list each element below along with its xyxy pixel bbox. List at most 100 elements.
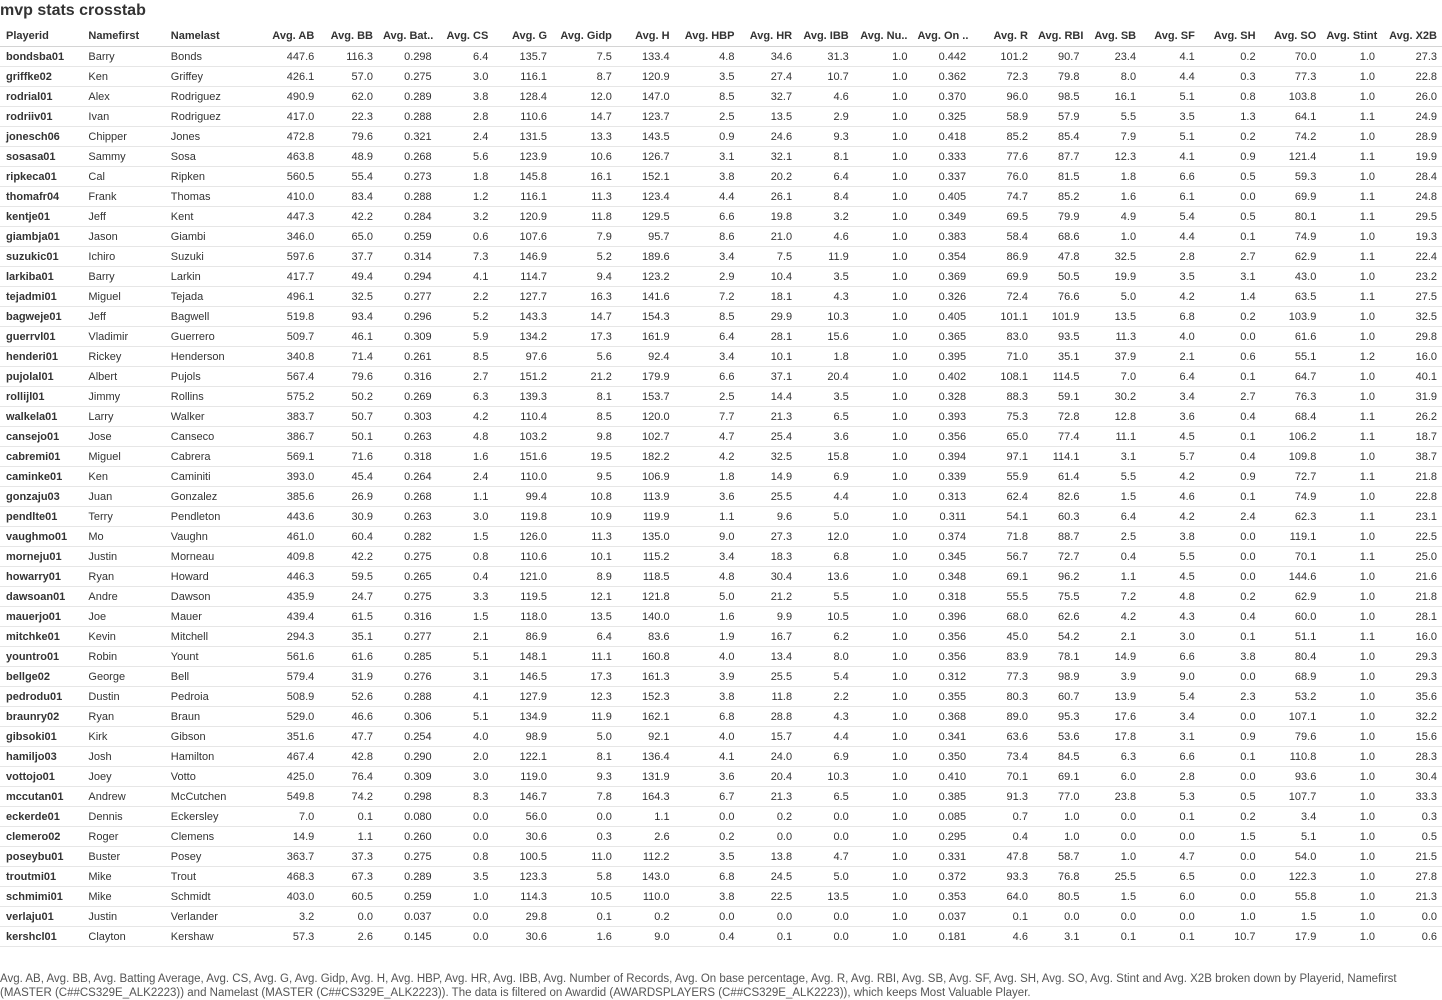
column-header-avg-hr[interactable]: Avg. HR bbox=[739, 26, 798, 47]
cell-avg-bb: 46.6 bbox=[319, 706, 378, 727]
cell-avg-on: 0.374 bbox=[912, 526, 972, 547]
cell-avg-so: 110.8 bbox=[1260, 746, 1322, 767]
cell-avg-bb: 30.9 bbox=[319, 506, 378, 527]
cell-avg-ab: 410.0 bbox=[252, 186, 320, 207]
cell-avg-nu: 1.0 bbox=[853, 126, 913, 147]
cell-avg-on: 0.362 bbox=[912, 66, 972, 87]
cell-avg-rbi: 47.8 bbox=[1032, 246, 1085, 267]
cell-avg-sh: 0.0 bbox=[1199, 706, 1261, 727]
cell-namelast: Henderson bbox=[164, 346, 253, 367]
cell-namefirst: Josh bbox=[82, 746, 165, 767]
cell-avg-x2b: 22.5 bbox=[1380, 526, 1442, 547]
cell-playerid: cansejo01 bbox=[0, 426, 83, 447]
cell-avg-hbp: 4.0 bbox=[674, 646, 740, 667]
column-header-avg-gidp[interactable]: Avg. Gidp bbox=[552, 26, 617, 47]
cell-avg-sh: 0.4 bbox=[1199, 606, 1261, 627]
cell-avg-cs: 5.9 bbox=[436, 326, 494, 347]
cell-avg-hbp: 8.6 bbox=[674, 226, 740, 247]
column-header-namelast[interactable]: Namelast bbox=[164, 26, 253, 47]
cell-avg-hr: 21.3 bbox=[739, 406, 798, 427]
column-header-avg-ab[interactable]: Avg. AB bbox=[252, 26, 320, 47]
column-header-avg-ibb[interactable]: Avg. IBB bbox=[797, 26, 854, 47]
cell-avg-so: 1.5 bbox=[1260, 906, 1322, 927]
cell-avg-so: 59.3 bbox=[1260, 166, 1322, 187]
cell-avg-r: 73.4 bbox=[971, 746, 1033, 767]
cell-avg-x2b: 26.0 bbox=[1380, 86, 1442, 107]
cell-avg-gidp: 11.1 bbox=[552, 646, 617, 667]
cell-avg-gidp: 8.9 bbox=[552, 566, 617, 587]
cell-avg-on: 0.418 bbox=[912, 126, 972, 147]
cell-avg-nu: 1.0 bbox=[853, 306, 913, 327]
cell-avg-sh: 0.0 bbox=[1199, 566, 1261, 587]
cell-avg-on: 0.402 bbox=[912, 366, 972, 387]
table-row: dawsoan01 Andre Dawson 435.9 24.7 0.275 3.3 119… bbox=[0, 586, 1442, 607]
cell-avg-sh: 0.2 bbox=[1199, 806, 1261, 827]
cell-avg-sf: 5.3 bbox=[1141, 786, 1200, 807]
cell-avg-h: 182.2 bbox=[616, 446, 675, 467]
cell-avg-bat: 0.275 bbox=[377, 846, 437, 867]
table-row: suzukic01 Ichiro Suzuki 597.6 37.7 0.314 7.3 14… bbox=[0, 246, 1442, 267]
cell-avg-bb: 52.6 bbox=[319, 686, 378, 707]
column-header-avg-sf[interactable]: Avg. SF bbox=[1141, 26, 1200, 47]
cell-avg-sb: 6.4 bbox=[1084, 506, 1142, 527]
column-header-avg-h[interactable]: Avg. H bbox=[616, 26, 675, 47]
cell-avg-g: 128.4 bbox=[493, 86, 553, 107]
cell-avg-bb: 67.3 bbox=[319, 866, 378, 887]
column-header-avg-g[interactable]: Avg. G bbox=[493, 26, 553, 47]
cell-avg-gidp: 10.9 bbox=[552, 506, 617, 527]
cell-avg-ibb: 10.3 bbox=[797, 766, 854, 787]
cell-avg-rbi: 58.7 bbox=[1032, 846, 1085, 867]
column-header-avg-x2b[interactable]: Avg. X2B bbox=[1380, 26, 1442, 47]
cell-avg-nu: 1.0 bbox=[853, 406, 913, 427]
cell-avg-sb: 0.0 bbox=[1084, 906, 1142, 927]
cell-avg-so: 122.3 bbox=[1260, 866, 1322, 887]
column-header-avg-nu[interactable]: Avg. Nu.. bbox=[853, 26, 913, 47]
column-header-avg-so[interactable]: Avg. SO bbox=[1260, 26, 1322, 47]
cell-avg-on: 0.405 bbox=[912, 306, 972, 327]
cell-avg-cs: 3.0 bbox=[436, 506, 494, 527]
cell-avg-ab: 569.1 bbox=[252, 446, 320, 467]
cell-avg-hbp: 1.8 bbox=[674, 466, 740, 487]
cell-avg-ab: 597.6 bbox=[252, 246, 320, 267]
cell-avg-ab: 467.4 bbox=[252, 746, 320, 767]
column-header-avg-bb[interactable]: Avg. BB bbox=[319, 26, 378, 47]
cell-avg-sf: 0.1 bbox=[1141, 806, 1200, 827]
cell-avg-hbp: 1.1 bbox=[674, 506, 740, 527]
column-header-avg-sb[interactable]: Avg. SB bbox=[1084, 26, 1142, 47]
column-header-avg-on[interactable]: Avg. On .. bbox=[912, 26, 972, 47]
column-header-avg-sh[interactable]: Avg. SH bbox=[1199, 26, 1261, 47]
cell-avg-hbp: 3.8 bbox=[674, 886, 740, 907]
cell-avg-bb: 31.9 bbox=[319, 666, 378, 687]
cell-avg-bat: 0.275 bbox=[377, 586, 437, 607]
cell-avg-sb: 1.8 bbox=[1084, 166, 1142, 187]
cell-avg-g: 143.3 bbox=[493, 306, 553, 327]
column-header-avg-bat[interactable]: Avg. Bat.. bbox=[377, 26, 437, 47]
cell-avg-stint: 1.1 bbox=[1321, 286, 1381, 307]
cell-avg-x2b: 15.6 bbox=[1380, 726, 1442, 747]
cell-avg-gidp: 5.0 bbox=[552, 726, 617, 747]
cell-avg-sf: 6.8 bbox=[1141, 306, 1200, 327]
cell-avg-sb: 12.8 bbox=[1084, 406, 1142, 427]
cell-avg-nu: 1.0 bbox=[853, 826, 913, 847]
cell-avg-so: 74.9 bbox=[1260, 486, 1322, 507]
table-row: giambja01 Jason Giambi 346.0 65.0 0.259 0.6 107… bbox=[0, 226, 1442, 247]
column-header-avg-cs[interactable]: Avg. CS bbox=[436, 26, 494, 47]
column-header-playerid[interactable]: Playerid bbox=[0, 26, 83, 47]
cell-avg-on: 0.311 bbox=[912, 506, 972, 527]
cell-avg-ibb: 0.0 bbox=[797, 806, 854, 827]
column-header-avg-stint[interactable]: Avg. Stint bbox=[1321, 26, 1381, 47]
column-header-namefirst[interactable]: Namefirst bbox=[82, 26, 165, 47]
column-header-avg-rbi[interactable]: Avg. RBI bbox=[1032, 26, 1085, 47]
cell-avg-sf: 4.6 bbox=[1141, 486, 1200, 507]
cell-avg-bat: 0.288 bbox=[377, 186, 437, 207]
cell-avg-stint: 1.0 bbox=[1321, 846, 1381, 867]
table-row: bagweje01 Jeff Bagwell 519.8 93.4 0.296 5.2 143… bbox=[0, 306, 1442, 327]
cell-avg-hbp: 1.6 bbox=[674, 606, 740, 627]
table-row: vottojo01 Joey Votto 425.0 76.4 0.309 3.0 119.0… bbox=[0, 766, 1442, 787]
cell-avg-bb: 74.2 bbox=[319, 786, 378, 807]
column-header-avg-hbp[interactable]: Avg. HBP bbox=[674, 26, 740, 47]
cell-avg-ibb: 6.2 bbox=[797, 626, 854, 647]
column-header-avg-r[interactable]: Avg. R bbox=[971, 26, 1033, 47]
cell-avg-ab: 393.0 bbox=[252, 466, 320, 487]
sheet-caption: Avg. AB, Avg. BB, Avg. Batting Average, … bbox=[0, 973, 1397, 999]
